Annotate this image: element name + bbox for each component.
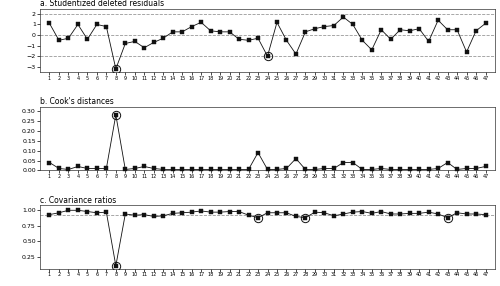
Text: c. Covariance ratios: c. Covariance ratios — [40, 196, 116, 204]
Text: b. Cook's distances: b. Cook's distances — [40, 97, 114, 106]
Text: a. Studentized deleted residuals: a. Studentized deleted residuals — [40, 0, 164, 8]
